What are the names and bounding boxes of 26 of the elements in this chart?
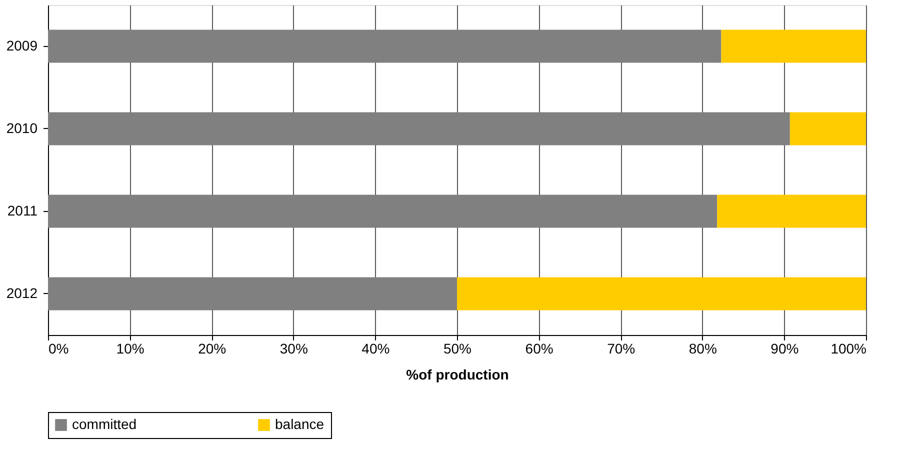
- x-tick-label: 50%: [443, 340, 472, 356]
- x-tick-label: 30%: [280, 340, 308, 356]
- bar: [721, 30, 866, 63]
- x-tick-label: 20%: [198, 340, 226, 356]
- y-tick-label: 2010: [6, 120, 38, 136]
- y-tick-label: 2012: [6, 284, 38, 301]
- bar: [48, 112, 790, 146]
- x-tick-label: 70%: [607, 340, 636, 356]
- legend-label: committed: [72, 416, 137, 432]
- y-tick-label: 2011: [7, 202, 38, 218]
- x-tick-label: 10%: [116, 340, 144, 356]
- bar: [48, 277, 457, 310]
- x-tick-label: 90%: [770, 340, 799, 356]
- bar: [48, 194, 718, 228]
- bar: [717, 194, 866, 228]
- x-tick-label: 40%: [362, 340, 390, 356]
- x-tick-label: 80%: [688, 340, 717, 356]
- x-axis-title: %of production: [406, 366, 509, 382]
- x-tick-label: 100%: [830, 340, 866, 356]
- x-tick-label: 60%: [525, 340, 554, 356]
- x-tick-label: 0%: [48, 340, 69, 356]
- bar: [48, 30, 722, 63]
- legend-label: balance: [275, 416, 324, 432]
- bar: [457, 277, 866, 310]
- bar: [790, 112, 866, 146]
- y-tick-label: 2009: [6, 37, 38, 54]
